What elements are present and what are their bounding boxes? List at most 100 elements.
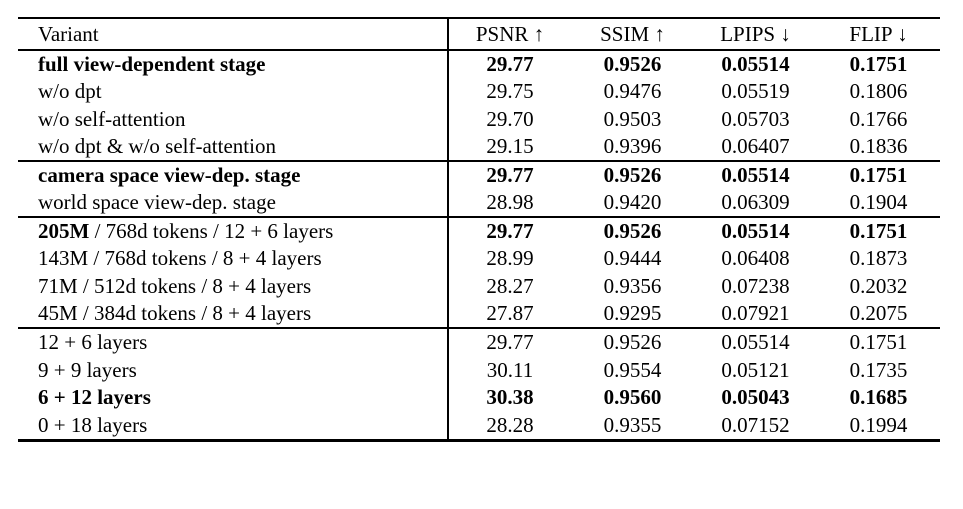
table-row: 0 + 18 layers 28.28 0.9355 0.07152 0.199… [18,411,940,441]
flip-cell: 0.1873 [849,246,908,271]
variant-label: 143M / 768d tokens / 8 + 4 layers [38,246,322,271]
psnr-cell: 29.75 [486,79,534,104]
header-flip: FLIP ↓ [849,21,908,46]
psnr-cell: 30.38 [486,385,534,410]
variant-cell: 9 + 9 layers [18,356,449,384]
ssim-cell: 0.9396 [603,134,662,159]
table-row: 6 + 12 layers 30.38 0.9560 0.05043 0.168… [18,383,940,412]
ablation-results-table: Variant PSNR ↑ SSIM ↑ LPIPS ↓ FLIP ↓ ful… [18,17,940,442]
psnr-cell: 29.70 [486,106,534,131]
table-row: w/o dpt & w/o self-attention 29.15 0.939… [18,133,940,162]
section-view-dependent-ablation: full view-dependent stage 29.77 0.9526 0… [18,50,940,162]
variant-label: world space view-dep. stage [38,190,276,215]
variant-label: / 768d tokens / 12 + 6 layers [89,219,334,244]
psnr-cell: 29.77 [486,52,534,76]
ssim-cell: 0.9526 [603,219,662,244]
ssim-cell: 0.9444 [603,246,662,271]
lpips-cell: 0.06309 [721,190,790,215]
table-row: 205M / 768d tokens / 12 + 6 layers 29.77… [18,217,940,246]
flip-cell: 0.1836 [849,134,908,159]
ssim-cell: 0.9476 [603,79,662,104]
flip-cell: 0.1735 [849,357,908,382]
table-row: w/o self-attention 29.70 0.9503 0.05703 … [18,105,940,134]
psnr-cell: 29.15 [486,134,534,159]
ssim-cell: 0.9295 [603,301,662,326]
psnr-cell: 28.27 [486,274,534,299]
variant-label-bold: 6 + 12 layers [38,385,151,410]
table-row: 12 + 6 layers 29.77 0.9526 0.05514 0.175… [18,328,940,357]
variant-cell: 12 + 6 layers [18,328,449,357]
psnr-cell: 29.77 [486,219,534,244]
table-row: 45M / 384d tokens / 8 + 4 layers 27.87 0… [18,300,940,329]
variant-cell: 143M / 768d tokens / 8 + 4 layers [18,245,449,273]
lpips-cell: 0.06408 [721,246,790,271]
table-row: w/o dpt 29.75 0.9476 0.05519 0.1806 [18,78,940,106]
lpips-cell: 0.05703 [721,106,790,131]
ssim-cell: 0.9526 [603,52,662,76]
table-row: 143M / 768d tokens / 8 + 4 layers 28.99 … [18,245,940,273]
variant-label: 71M / 512d tokens / 8 + 4 layers [38,274,312,299]
lpips-cell: 0.05514 [721,52,790,76]
lpips-cell: 0.06407 [721,134,790,159]
lpips-cell: 0.05514 [721,163,790,188]
variant-cell: world space view-dep. stage [18,189,449,218]
header-psnr: PSNR ↑ [475,21,545,46]
flip-cell: 0.1751 [849,52,908,76]
variant-label: w/o dpt & w/o self-attention [38,134,276,159]
header-lpips: LPIPS ↓ [720,21,791,46]
flip-cell: 0.1685 [849,385,908,410]
psnr-cell: 28.28 [486,412,534,437]
flip-cell: 0.1766 [849,106,908,131]
variant-cell: w/o dpt [18,78,449,106]
ssim-cell: 0.9355 [603,412,662,437]
lpips-cell: 0.05519 [721,79,790,104]
section-layer-split-ablation: 12 + 6 layers 29.77 0.9526 0.05514 0.175… [18,328,940,441]
lpips-cell: 0.05043 [721,385,790,410]
variant-cell: camera space view-dep. stage [18,161,449,190]
table-row: world space view-dep. stage 28.98 0.9420… [18,189,940,218]
flip-cell: 0.1994 [849,412,908,437]
lpips-cell: 0.05514 [721,330,790,355]
variant-cell: w/o dpt & w/o self-attention [18,133,449,162]
variant-label: 9 + 9 layers [38,357,137,382]
ssim-cell: 0.9356 [603,274,662,299]
variant-label: w/o self-attention [38,106,186,131]
ssim-cell: 0.9560 [603,385,662,410]
psnr-cell: 27.87 [486,301,534,326]
header-variant: Variant [18,18,449,50]
ssim-cell: 0.9526 [603,163,662,188]
ssim-cell: 0.9526 [603,330,662,355]
variant-label: 0 + 18 layers [38,412,148,437]
lpips-cell: 0.05514 [721,219,790,244]
ssim-cell: 0.9420 [603,190,662,215]
flip-cell: 0.1806 [849,79,908,104]
variant-cell: full view-dependent stage [18,50,449,78]
table-row: full view-dependent stage 29.77 0.9526 0… [18,50,940,78]
variant-label-bold: full view-dependent stage [38,52,266,76]
variant-cell: 71M / 512d tokens / 8 + 4 layers [18,272,449,301]
ssim-cell: 0.9503 [603,106,662,131]
flip-cell: 0.1751 [849,163,908,188]
variant-label: w/o dpt [38,79,102,104]
psnr-cell: 30.11 [486,357,534,382]
flip-cell: 0.2075 [849,301,908,326]
variant-label-bold: 205M [38,219,90,244]
table-row: camera space view-dep. stage 29.77 0.952… [18,161,940,190]
header-row: Variant PSNR ↑ SSIM ↑ LPIPS ↓ FLIP ↓ [18,18,940,50]
variant-label: 12 + 6 layers [38,330,148,355]
flip-cell: 0.1904 [849,190,908,215]
table-row: 71M / 512d tokens / 8 + 4 layers 28.27 0… [18,272,940,301]
section-model-size-ablation: 205M / 768d tokens / 12 + 6 layers 29.77… [18,217,940,329]
variant-label-bold: camera space view-dep. stage [38,163,301,188]
variant-cell: 45M / 384d tokens / 8 + 4 layers [18,300,449,329]
lpips-cell: 0.07921 [721,301,790,326]
ssim-cell: 0.9554 [603,357,662,382]
variant-cell: w/o self-attention [18,105,449,134]
flip-cell: 0.1751 [849,219,908,244]
psnr-cell: 28.98 [486,190,534,215]
flip-cell: 0.2032 [849,274,908,299]
variant-cell: 6 + 12 layers [18,383,449,412]
variant-cell: 0 + 18 layers [18,411,449,441]
table-row: 9 + 9 layers 30.11 0.9554 0.05121 0.1735 [18,356,940,384]
